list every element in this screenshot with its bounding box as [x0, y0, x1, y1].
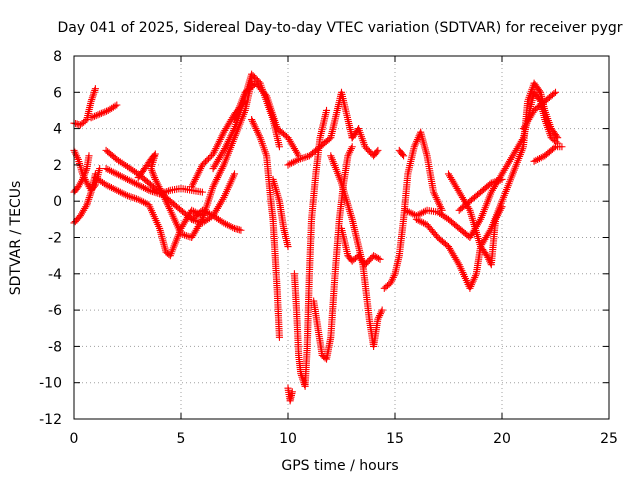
data-point	[374, 146, 382, 154]
y-tick-label: -4	[48, 267, 62, 283]
series-arc-21	[337, 224, 384, 269]
data-point	[322, 106, 331, 114]
y-tick-label: -12	[39, 412, 62, 428]
series-arc-06	[91, 174, 206, 260]
data-point	[275, 143, 283, 151]
y-tick-label: -10	[39, 376, 62, 392]
x-tick-label: 15	[386, 431, 404, 447]
data-point	[365, 147, 373, 155]
data-point	[554, 134, 562, 142]
y-tick-label: 0	[53, 194, 62, 210]
x-axis-label: GPS time / hours	[281, 458, 398, 474]
series-arc-16	[284, 384, 296, 405]
data-point	[96, 164, 104, 173]
series-arc-26	[412, 79, 562, 292]
y-tick-label: -2	[48, 231, 62, 247]
series-arc-24	[395, 146, 408, 160]
data-point	[85, 152, 93, 160]
data-point	[230, 170, 239, 178]
series-arc-15	[269, 175, 292, 251]
x-tick-label: 10	[279, 431, 297, 447]
data-point	[373, 148, 381, 156]
series-arc-19	[310, 143, 356, 363]
data-marks	[70, 70, 566, 405]
axis-ticks: 0 5 10 15 20 25 -12 -10 -8 -6 -4 -2 0 2 4 6 8	[39, 49, 618, 447]
data-point	[378, 306, 386, 314]
data-point	[284, 243, 292, 251]
data-point	[275, 333, 283, 341]
data-point	[398, 150, 407, 159]
data-point	[498, 203, 506, 211]
y-tick-label: 8	[53, 49, 62, 65]
chart-title: Day 041 of 2025, Sidereal Day-to-day VTE…	[57, 20, 622, 36]
x-tick-label: 0	[70, 431, 79, 447]
data-point	[558, 143, 566, 151]
y-tick-label: 4	[53, 122, 62, 138]
data-point	[498, 175, 506, 183]
y-tick-label: 2	[53, 158, 62, 174]
data-point	[400, 152, 408, 160]
data-point	[364, 258, 372, 266]
data-point	[364, 146, 372, 154]
series-arc-11	[188, 206, 245, 234]
x-tick-label: 5	[177, 431, 186, 447]
data-point	[348, 143, 356, 151]
data-point	[237, 226, 245, 234]
series-arc-17	[290, 106, 331, 390]
data-point	[91, 85, 99, 93]
series-arc-30	[519, 88, 560, 133]
data-point	[365, 256, 373, 264]
data-point	[250, 73, 259, 81]
y-axis-label: SDTVAR / TECUs	[8, 181, 24, 296]
grid	[74, 56, 609, 419]
series-arc-12	[209, 70, 283, 173]
series-arc-22	[348, 125, 382, 160]
series-arc-29	[530, 143, 566, 165]
series-arc-14	[230, 79, 303, 160]
series-arc-09	[134, 77, 256, 242]
series-arc-13	[248, 115, 283, 341]
data-point	[198, 188, 206, 196]
x-tick-label: 25	[600, 431, 618, 447]
series-arc-28	[455, 175, 506, 214]
y-tick-label: 6	[53, 85, 62, 101]
series-arc-03	[87, 101, 121, 122]
y-tick-label: -6	[48, 303, 62, 319]
x-tick-label: 20	[493, 431, 511, 447]
data-point	[551, 88, 560, 96]
data-point	[288, 388, 296, 396]
data-point	[113, 101, 121, 109]
data-point	[376, 255, 384, 263]
y-tick-label: -8	[48, 339, 62, 355]
series-arc-23	[380, 128, 446, 292]
